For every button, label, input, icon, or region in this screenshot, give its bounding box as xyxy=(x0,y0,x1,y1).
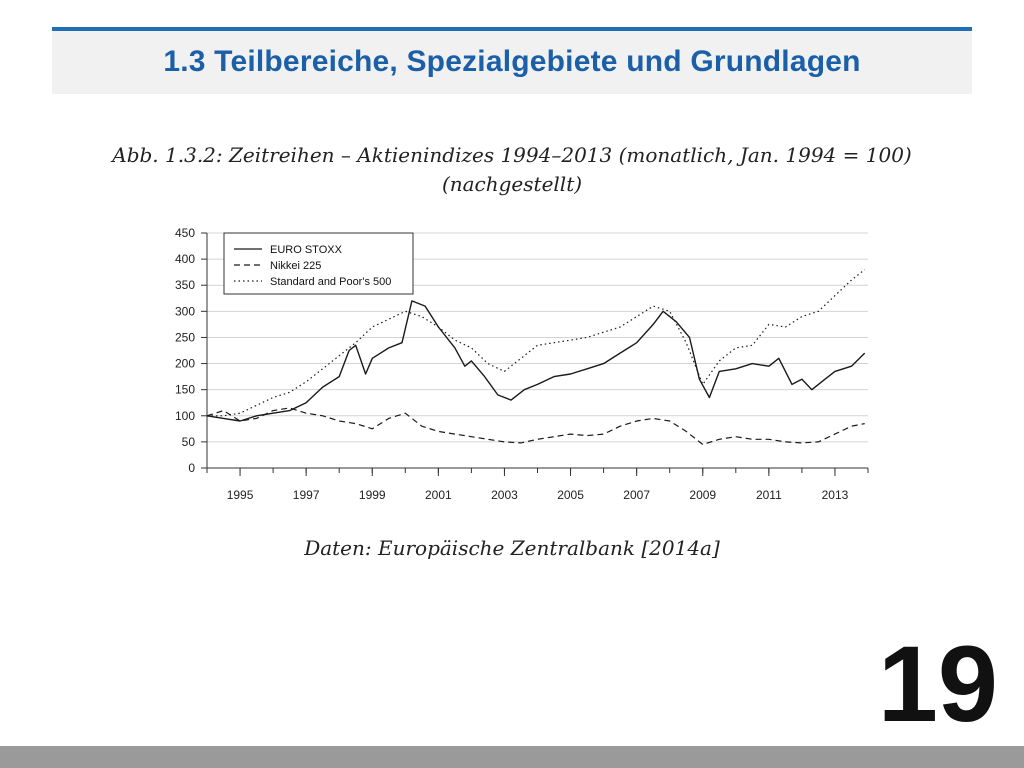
footer-bar xyxy=(0,746,1024,768)
chart-axes: 0 50 100 150 200 250 300 350 400 450 1995 1997 1999 2… xyxy=(175,226,869,502)
y-tick-label: 450 xyxy=(175,226,195,240)
y-tick-label: 50 xyxy=(182,435,196,449)
legend-box xyxy=(223,232,414,295)
x-tick-label: 2001 xyxy=(425,488,452,502)
x-tick-label: 2013 xyxy=(822,488,849,502)
slide-header: 1.3 Teilbereiche, Spezialgebiete und Gru… xyxy=(52,27,972,94)
x-tick-label: 1995 xyxy=(227,488,254,502)
series-line-nikkei-225 xyxy=(206,407,865,446)
chart-series xyxy=(206,269,866,446)
x-tick-label: 1999 xyxy=(359,488,386,502)
y-tick-label: 100 xyxy=(175,409,195,423)
x-tick-label: 2005 xyxy=(557,488,584,502)
figure-caption-subtitle: (nachgestellt) xyxy=(441,172,583,196)
legend-label: Nikkei 225 xyxy=(270,260,321,272)
x-tick-label: 2007 xyxy=(623,488,650,502)
y-tick-label: 400 xyxy=(175,252,195,266)
y-tick-label: 200 xyxy=(175,357,195,371)
figure-caption: Abb. 1.3.2: Zeitreihen – Aktienindizes 1… xyxy=(112,143,912,167)
page-number: 19 xyxy=(877,623,998,744)
x-tick-label: 2011 xyxy=(756,488,782,502)
x-tick-label: 1997 xyxy=(293,488,320,502)
y-tick-label: 150 xyxy=(175,383,195,397)
y-tick-label: 300 xyxy=(175,304,195,318)
legend-label: EURO STOXX xyxy=(270,244,343,256)
y-tick-label: 0 xyxy=(188,461,195,475)
data-source-note: Daten: Europäische Zentralbank [2014a] xyxy=(304,536,720,560)
x-tick-label: 2003 xyxy=(491,488,518,502)
x-tick-label: 2009 xyxy=(689,488,716,502)
y-tick-label: 250 xyxy=(175,330,195,344)
slide-title: 1.3 Teilbereiche, Spezialgebiete und Gru… xyxy=(163,45,861,78)
chart-legend: EURO STOXX Nikkei 225 Standard and Poor's … xyxy=(223,232,414,295)
y-tick-label: 350 xyxy=(175,278,195,292)
legend-label: Standard and Poor's 500 xyxy=(270,276,391,288)
series-line-euro-stoxx xyxy=(206,300,866,422)
